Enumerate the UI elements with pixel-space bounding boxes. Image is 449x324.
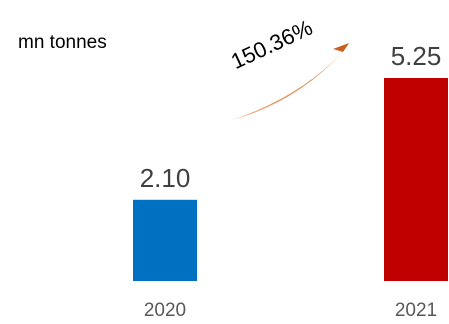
category-label-2021: 2021 bbox=[395, 300, 437, 321]
bar-2021 bbox=[384, 78, 448, 281]
category-label-2020: 2020 bbox=[144, 300, 186, 321]
bar-2020 bbox=[133, 199, 197, 281]
value-label-2021: 5.25 bbox=[391, 41, 442, 71]
unit-label: mn tonnes bbox=[18, 32, 107, 53]
value-label-2020: 2.10 bbox=[140, 163, 191, 193]
